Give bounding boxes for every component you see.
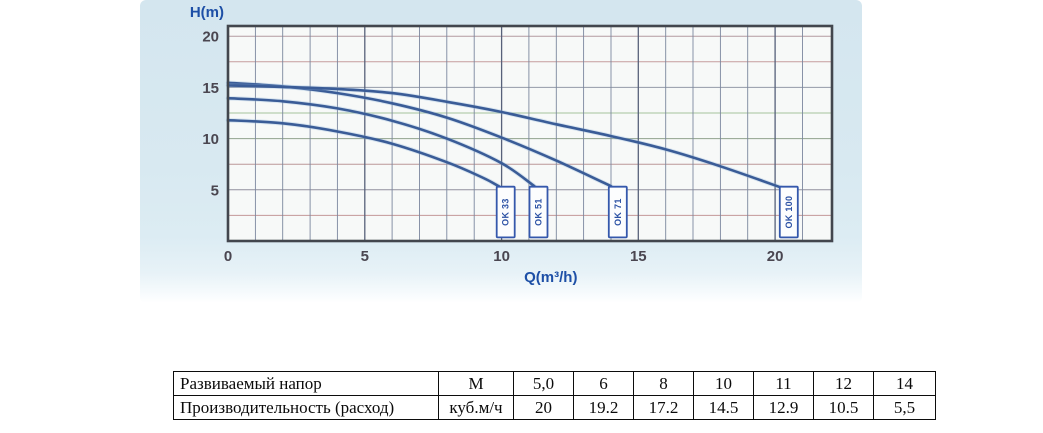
x-tick-label: 0 xyxy=(224,248,232,265)
curve-ok-100 xyxy=(226,84,785,190)
value-cell: 6 xyxy=(573,371,634,396)
curve-label-text-ok-33: OK 33 xyxy=(501,198,511,226)
chart-scan-area: OK 33 OK 51 OK 71 OK 100 5 10 15 20 0 5 10 15 20 H(m)… xyxy=(140,0,862,303)
x-tick-label: 10 xyxy=(493,248,510,265)
value-cell: 5,0 xyxy=(513,371,574,396)
curve-label-box-ok-100 xyxy=(778,185,799,239)
row-label-cell: Производительность (расход) xyxy=(173,395,439,420)
value-cell: 17.2 xyxy=(633,395,694,420)
spec-table: Развиваемый напор М 5,0 6 8 10 11 12 14 Производи… xyxy=(173,371,936,420)
curve-label-box-ok-51 xyxy=(528,185,549,239)
value-cell: 14.5 xyxy=(693,395,754,420)
table-row: Развиваемый напор М 5,0 6 8 10 11 12 14 xyxy=(173,371,936,396)
plot-border xyxy=(226,24,834,243)
x-tick-label: 15 xyxy=(630,248,647,265)
value-cell: 14 xyxy=(873,371,936,396)
row-label-cell: Развиваемый напор xyxy=(173,371,439,396)
x-axis-title: Q(m³/h) xyxy=(524,269,577,286)
value-cell: 8 xyxy=(633,371,694,396)
x-tick-label: 20 xyxy=(767,248,784,265)
curve-ok-51 xyxy=(226,96,536,188)
table-row: Производительность (расход) куб.м/ч 20 19.2… xyxy=(173,395,936,420)
y-tick-label: 15 xyxy=(202,80,219,97)
curve-label-box-ok-33 xyxy=(495,185,516,239)
curve-label-text-ok-100: OK 100 xyxy=(784,196,794,229)
curve-label-text-ok-51: OK 51 xyxy=(534,198,544,226)
x-tick-label: 5 xyxy=(361,248,369,265)
y-tick-label: 5 xyxy=(211,182,219,199)
value-cell: 5,5 xyxy=(873,395,936,420)
value-cell: 10.5 xyxy=(813,395,874,420)
curve-label-text-ok-71: OK 71 xyxy=(613,198,623,226)
value-cell: 12 xyxy=(813,371,874,396)
value-cell: 12.9 xyxy=(753,395,814,420)
value-cell: 19.2 xyxy=(573,395,634,420)
pump-performance-chart: OK 33 OK 51 OK 71 OK 100 5 10 15 20 0 5 10 15 20 H(m)… xyxy=(190,4,834,286)
y-tick-label: 20 xyxy=(202,29,219,46)
curve-ok-33 xyxy=(226,118,501,188)
value-cell: 11 xyxy=(753,371,814,396)
unit-cell: куб.м/ч xyxy=(438,395,514,420)
y-axis-title: H(m) xyxy=(190,4,224,21)
value-cell: 20 xyxy=(513,395,574,420)
curve-label-box-ok-71 xyxy=(607,185,628,239)
unit-cell: М xyxy=(438,371,514,396)
y-tick-label: 10 xyxy=(202,131,219,148)
value-cell: 10 xyxy=(693,371,754,396)
